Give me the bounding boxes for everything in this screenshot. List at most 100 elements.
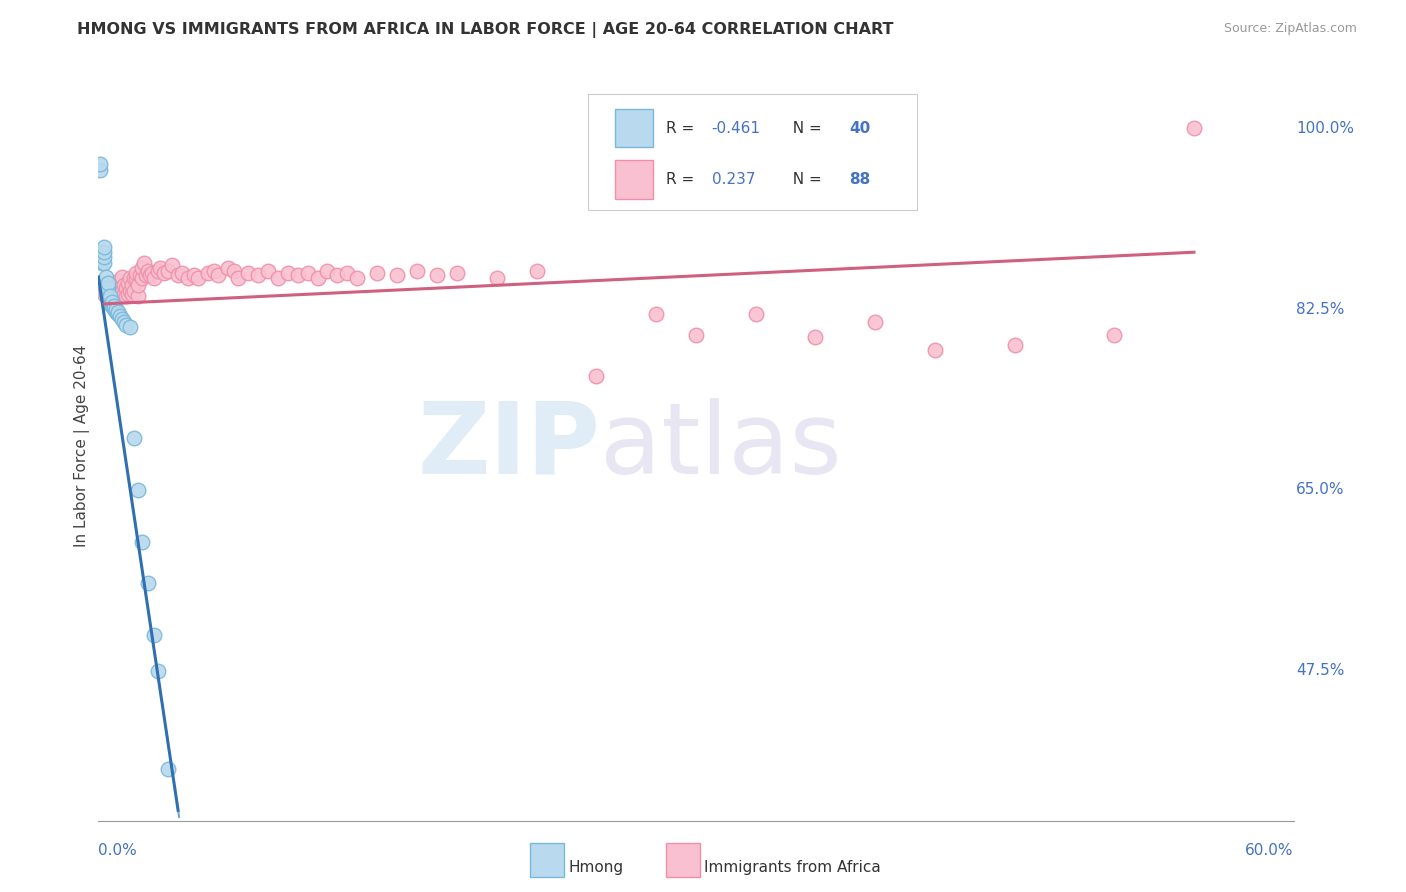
Point: [326, 268, 349, 282]
Point: [96, 270, 118, 285]
Point: [101, 299, 124, 313]
Point: [485, 271, 508, 285]
Text: R =: R =: [666, 120, 699, 136]
FancyBboxPatch shape: [614, 109, 652, 147]
Point: [1104, 327, 1126, 342]
Point: [127, 288, 149, 302]
Point: [96, 286, 118, 301]
Point: [120, 271, 142, 285]
Point: [160, 258, 183, 272]
Point: [93, 245, 115, 260]
Point: [127, 278, 149, 293]
Text: HMONG VS IMMIGRANTS FROM AFRICA IN LABOR FORCE | AGE 20-64 CORRELATION CHART: HMONG VS IMMIGRANTS FROM AFRICA IN LABOR…: [77, 22, 894, 38]
Point: [865, 316, 887, 330]
Point: [125, 271, 148, 285]
Point: [745, 307, 768, 321]
Point: [645, 307, 668, 321]
Point: [426, 268, 449, 282]
Text: 47.5%: 47.5%: [1296, 664, 1344, 678]
Text: atlas: atlas: [600, 398, 842, 494]
Point: [685, 327, 707, 342]
Text: 88: 88: [849, 171, 870, 186]
Text: Hmong: Hmong: [568, 860, 623, 874]
Point: [143, 627, 166, 641]
Point: [111, 312, 134, 326]
Text: 82.5%: 82.5%: [1296, 301, 1344, 317]
Point: [246, 268, 269, 282]
Point: [103, 285, 125, 299]
Point: [97, 281, 120, 295]
Point: [267, 271, 290, 285]
Point: [112, 316, 135, 330]
Point: [307, 271, 329, 285]
Point: [107, 274, 129, 288]
Point: [277, 266, 299, 280]
Point: [93, 255, 115, 269]
Point: [136, 264, 159, 278]
Point: [120, 285, 142, 299]
Point: [101, 286, 124, 301]
Point: [97, 292, 120, 306]
Point: [141, 266, 163, 280]
Point: [226, 271, 249, 285]
Point: [148, 264, 170, 278]
Point: [105, 305, 128, 319]
Point: [139, 268, 162, 282]
Point: [127, 483, 149, 497]
Text: N =: N =: [783, 120, 827, 136]
Point: [105, 282, 128, 296]
Point: [98, 288, 122, 302]
Point: [336, 266, 359, 280]
Point: [98, 292, 122, 306]
Point: [101, 278, 124, 293]
Text: 0.0%: 0.0%: [98, 843, 138, 858]
Point: [585, 369, 607, 384]
Point: [110, 310, 132, 324]
Point: [98, 288, 122, 302]
Point: [256, 264, 278, 278]
Point: [115, 281, 138, 295]
Point: [93, 251, 115, 265]
Point: [1182, 121, 1205, 136]
Point: [124, 431, 146, 445]
Point: [111, 285, 134, 299]
Point: [105, 301, 128, 316]
Point: [103, 301, 125, 316]
Point: [177, 271, 200, 285]
Point: [110, 288, 132, 302]
Point: [197, 266, 219, 280]
Point: [148, 664, 170, 678]
Point: [103, 299, 125, 313]
Point: [110, 281, 132, 295]
Text: N =: N =: [783, 171, 827, 186]
Point: [287, 268, 309, 282]
Point: [121, 278, 143, 293]
Point: [107, 307, 129, 321]
Point: [135, 268, 157, 282]
Point: [187, 271, 209, 285]
Point: [103, 277, 125, 291]
Point: [93, 286, 115, 301]
Text: R =: R =: [666, 171, 704, 186]
Text: -0.461: -0.461: [711, 120, 761, 136]
Text: 65.0%: 65.0%: [1296, 483, 1344, 498]
Point: [98, 281, 122, 295]
FancyBboxPatch shape: [589, 94, 917, 210]
Text: 100.0%: 100.0%: [1296, 120, 1354, 136]
Text: 40: 40: [849, 120, 870, 136]
Point: [97, 286, 120, 301]
FancyBboxPatch shape: [614, 160, 652, 199]
Point: [91, 251, 114, 265]
Point: [101, 294, 124, 309]
Point: [112, 286, 135, 301]
Point: [924, 343, 946, 358]
Point: [804, 330, 827, 344]
Point: [125, 266, 148, 280]
Point: [111, 270, 134, 285]
Point: [217, 260, 239, 275]
Point: [107, 286, 129, 301]
Point: [183, 268, 205, 282]
Point: [107, 305, 129, 319]
Point: [167, 268, 190, 282]
Text: Source: ZipAtlas.com: Source: ZipAtlas.com: [1223, 22, 1357, 36]
